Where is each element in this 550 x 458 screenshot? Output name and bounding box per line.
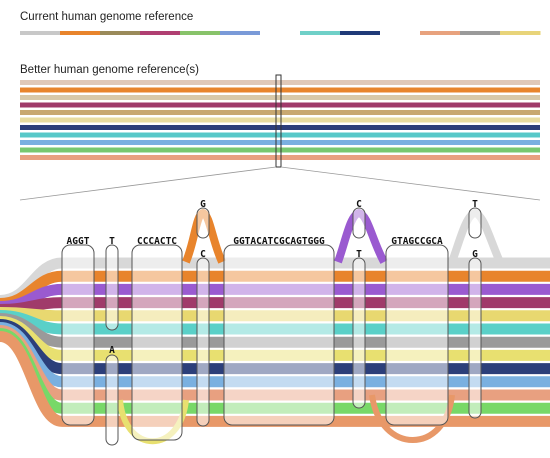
node-label-t-right: T bbox=[472, 199, 478, 210]
node-label-ggtacatcgcagtggg: GGTACATCGCAGTGGG bbox=[233, 236, 325, 247]
node-label-a: A bbox=[109, 345, 115, 356]
reference-band bbox=[20, 117, 540, 123]
zoom-line-right bbox=[280, 166, 541, 201]
reference-segment bbox=[300, 31, 341, 35]
sequence-nodes bbox=[61, 207, 482, 446]
reference-band bbox=[20, 125, 540, 130]
better-reference-bands bbox=[20, 80, 540, 160]
reference-segment bbox=[180, 31, 221, 35]
reference-band bbox=[20, 80, 540, 85]
current-reference-bar bbox=[20, 31, 541, 35]
node-box-aggt bbox=[61, 244, 95, 426]
better-reference-label: Better human genome reference(s) bbox=[20, 64, 199, 76]
node-label-cccactc: CCCACTC bbox=[137, 236, 177, 247]
reference-band bbox=[20, 87, 540, 93]
node-label-g-top: G bbox=[200, 199, 206, 210]
node-box-g-right bbox=[468, 257, 482, 419]
reference-segment bbox=[100, 31, 141, 35]
node-label-t-top: T bbox=[109, 236, 115, 247]
reference-band bbox=[20, 147, 540, 153]
node-label-gtagccgca: GTAGCCGCA bbox=[391, 236, 443, 247]
reference-band bbox=[20, 132, 540, 138]
node-label-g-right: G bbox=[472, 249, 478, 260]
zoom-window bbox=[275, 74, 282, 168]
reference-band bbox=[20, 95, 540, 100]
node-box-t-top bbox=[105, 244, 119, 331]
reference-segment bbox=[340, 31, 381, 35]
node-box-c-middle bbox=[196, 257, 210, 427]
node-label-aggt: AGGT bbox=[67, 236, 90, 247]
node-box-c-top bbox=[352, 207, 366, 239]
node-box-t-middle bbox=[352, 257, 366, 409]
current-reference-label: Current human genome reference bbox=[20, 11, 194, 23]
reference-segment bbox=[380, 31, 421, 35]
reference-segment bbox=[60, 31, 101, 35]
reference-segment bbox=[220, 31, 261, 35]
reference-band bbox=[20, 102, 540, 108]
node-box-t-right bbox=[468, 207, 482, 239]
node-box-ggtacatcgcagtggg bbox=[223, 244, 335, 426]
node-box-gtagccgca bbox=[385, 244, 449, 426]
node-box-cccactc bbox=[131, 244, 183, 441]
node-label-t-middle: T bbox=[356, 249, 362, 260]
reference-segment bbox=[500, 31, 541, 35]
node-box-g-top bbox=[196, 207, 210, 239]
node-label-c-top: C bbox=[356, 199, 362, 210]
reference-segment bbox=[460, 31, 501, 35]
reference-band bbox=[20, 155, 540, 160]
reference-band bbox=[20, 140, 540, 145]
reference-segment bbox=[420, 31, 461, 35]
reference-segment bbox=[260, 31, 301, 35]
reference-segment bbox=[20, 31, 61, 35]
path-ribbon bbox=[0, 331, 550, 427]
node-box-a bbox=[105, 354, 119, 446]
node-label-c-middle: C bbox=[200, 249, 206, 260]
reference-band bbox=[20, 110, 540, 115]
zoom-line-left bbox=[19, 166, 277, 201]
variation-paths bbox=[0, 208, 550, 445]
reference-segment bbox=[140, 31, 181, 35]
